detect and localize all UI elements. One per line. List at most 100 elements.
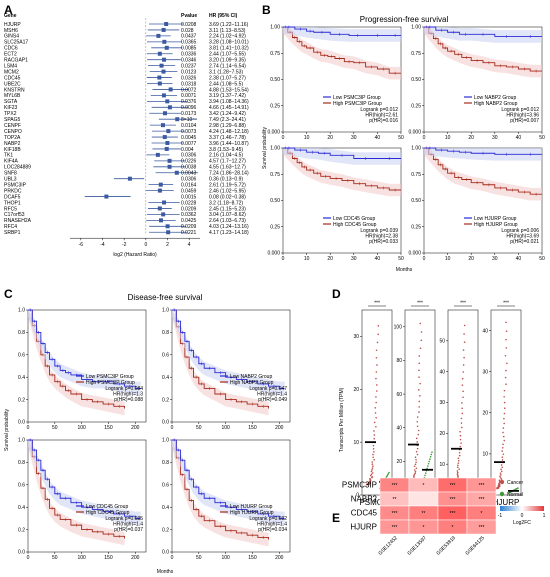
tpm-tumor-dot [375, 371, 378, 373]
tpm-normal-dot [429, 458, 431, 460]
pfs-nabp2-y-tick-label: 0.75 [411, 51, 421, 57]
dfs-nabp2-stat: p(HR)=0.049 [258, 397, 287, 403]
forest-hr-value: 7.24 (1.86−28.14) [209, 171, 249, 177]
tpm-tumor-dot [418, 411, 420, 413]
forest-hr-value: 4.88 (1.53−15.54) [209, 87, 249, 93]
tpm-tumor-dot [506, 362, 508, 365]
pfs-cdc45-x-tick-label: 10 [304, 256, 310, 262]
tpm-tumor-dot [505, 383, 507, 386]
forest-pvalue: 0.0209 [181, 224, 197, 230]
forest-hr-value: 4.03 (1.24−13.16) [209, 224, 249, 230]
tpm-tumor-dot [501, 459, 504, 461]
forest-x-tick-label: 4 [188, 242, 191, 248]
forest-point [165, 99, 170, 104]
pfs-cdc45-y-tick-label: 1.00 [270, 146, 280, 152]
pfs-psmc3ip-legend-high: High PSMC3IP Group [333, 101, 382, 107]
forest-gene-label: PRKDC [4, 188, 22, 194]
tpm-tumor-dot [414, 470, 417, 473]
tpm-tumor-dot [375, 426, 377, 428]
forest-hr-value: 3.81 (1.41−10.32) [209, 46, 249, 52]
forest-gene-label: THOP1 [4, 200, 21, 206]
tpm-tumor-dot [504, 354, 507, 357]
panel-c-ylabel: Survival probability [4, 409, 10, 451]
forest-point [157, 51, 162, 56]
forest-hr-value: 3.11 (1.13−8.53) [209, 28, 246, 34]
tpm-tumor-dot [503, 389, 506, 392]
pfs-nabp2-x-tick-label: 50 [539, 135, 545, 141]
dfs-cdc45-y-tick-label: 1.0 [18, 438, 25, 444]
forest-x-label: log2 (Hazard Ratio) [113, 252, 157, 258]
dfs-nabp2-x-tick-label: 50 [196, 425, 202, 431]
tpm-tumor-dot [418, 355, 421, 357]
dfs-hjurp-stat: HR(high)=1.4 [257, 521, 287, 527]
forest-point [157, 188, 162, 193]
tpm-tumor-dot [375, 377, 377, 380]
forest-gene-label: DCAF5 [4, 194, 21, 200]
pfs-hjurp-stat: HR(high)=3.69 [506, 233, 539, 239]
tpm-tumor-dot [500, 464, 503, 466]
tpm-tumor-dot [463, 324, 466, 327]
tpm-tumor-dot [462, 364, 465, 366]
tpm-normal-dot [426, 467, 428, 470]
heatmap-cell-label: *** [479, 483, 485, 489]
panel-c-xlabel: Months [157, 569, 174, 575]
pfs-nabp2-x-tick-label: 10 [445, 135, 451, 141]
heatmap-cell-label: *** [450, 511, 456, 517]
dfs-hjurp-x-tick-label: 100 [221, 555, 230, 561]
dfs-plots: 0 50 100 150 200 0.0 0.2 0.4 0.6 0.8 1.0 Low PSMC3I… [18, 308, 291, 561]
tpm-y-tick-label: 10 [353, 440, 359, 446]
tpm-tumor-dot [457, 475, 459, 478]
heatmap-colorbar-min: -1 [498, 513, 503, 519]
forest-pvalue: 0.0306 [181, 177, 197, 183]
tpm-tumor-dot [416, 416, 419, 418]
forest-point [162, 135, 167, 140]
pfs-hjurp-x-tick-label: 30 [492, 256, 498, 262]
tpm-tumor-dot [503, 422, 505, 425]
forest-hr-value: 3.28 (1.08−10.01) [209, 40, 249, 46]
tpm-tumor-dot [420, 339, 423, 342]
forest-point [167, 164, 172, 169]
tpm-y-tick-label: 20 [396, 459, 402, 465]
forest-hr-value: 4.66 (1.45−14.91) [209, 105, 249, 111]
pfs-psmc3ip-y-tick-label: 0.50 [270, 77, 280, 83]
tpm-gene-label: PSMC3IP [359, 498, 394, 507]
tpm-y-tick-label: 10 [482, 452, 488, 458]
forest-point [174, 170, 179, 175]
pfs-psmc3ip-stat: Logrank p=0.012 [360, 107, 398, 113]
tpm-tumor-dot [505, 330, 508, 332]
forest-point [166, 129, 171, 134]
tpm-tumor-dot [500, 478, 503, 480]
dfs-hjurp-x-tick-label: 50 [196, 555, 202, 561]
forest-hr-value: 3.2 (1.18−8.72) [209, 200, 243, 206]
forest-gene-label: GINS4 [4, 34, 19, 40]
forest-gene-label: RACGAP1 [4, 58, 28, 64]
forest-point [159, 63, 164, 68]
tpm-tumor-dot [372, 465, 374, 468]
forest-point [162, 57, 167, 62]
heatmap-colorbar-label: Log2FC [513, 520, 531, 526]
dfs-nabp2-stat: HR(high)=1.4 [257, 391, 287, 397]
heatmap-cell [408, 491, 439, 507]
pfs-plots: 0 10 20 30 40 50 0.000 0.25 0.50 0.75 1.00 Low PSMC… [267, 25, 545, 262]
tpm-tumor-dot [456, 471, 459, 474]
forest-gene-label: HJURP [4, 22, 21, 28]
pfs-nabp2-y-tick-label: 1.00 [411, 25, 421, 31]
pfs-nabp2-low-curve [424, 26, 542, 37]
forest-pvalue: 0.0221 [181, 230, 197, 236]
heatmap-legend-dot [499, 479, 505, 485]
dfs-hjurp-legend-low: Low HJURP Group [230, 504, 273, 510]
forest-hr-value: 4.24 (1.48−12.18) [209, 129, 249, 135]
tpm-normal-dot [429, 455, 432, 458]
forest-pvalue: 0.0072 [181, 87, 197, 93]
forest-hr-value: 7.49 (2.3−24.41) [209, 117, 246, 123]
tpm-tumor-dot [505, 369, 507, 372]
forest-gene-label: SPAG5 [4, 117, 21, 123]
dfs-cdc45-y-tick-label: 0.8 [18, 460, 25, 466]
tpm-tumor-dot [457, 474, 459, 477]
tpm-normal-dot [428, 460, 431, 463]
dfs-hjurp-y-tick-label: 0.2 [162, 527, 169, 533]
tpm-tumor-dot [457, 462, 460, 464]
dfs-nabp2-frame [171, 309, 291, 423]
forest-pvalue: 0.0318 [181, 81, 197, 87]
tpm-tumor-dot [502, 431, 504, 434]
